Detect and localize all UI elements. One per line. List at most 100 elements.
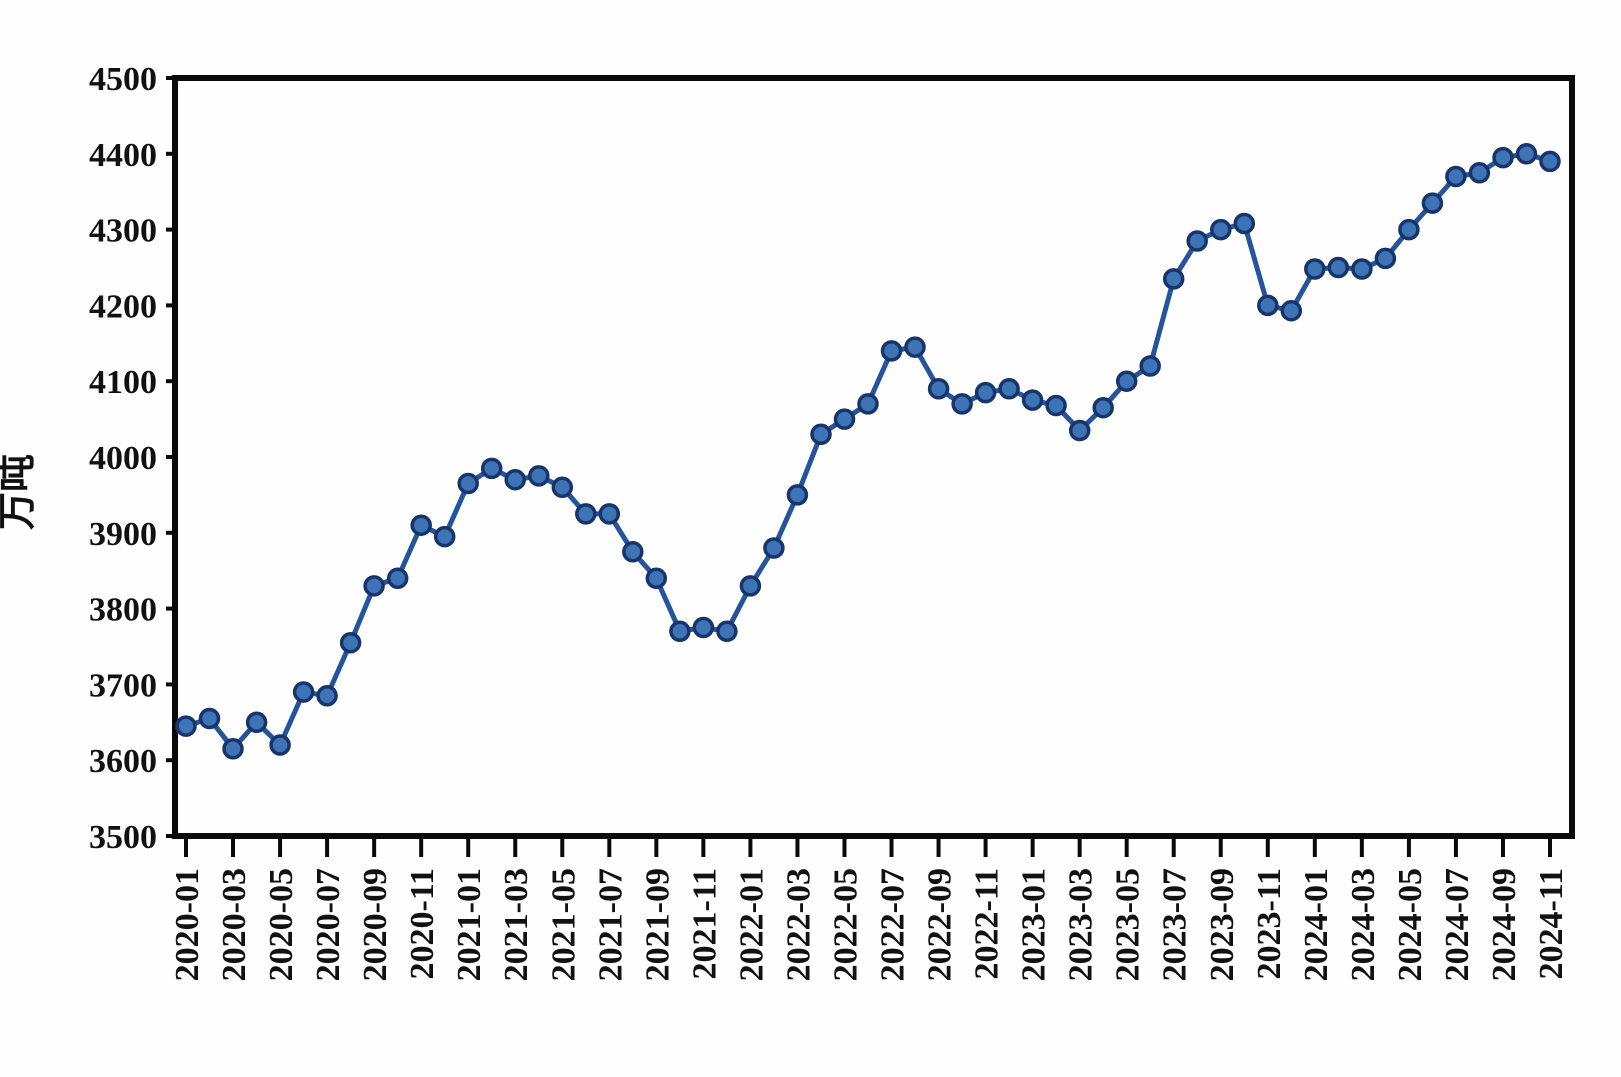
x-tick-label: 2024-11 [1533, 868, 1570, 979]
x-tick-label: 2020-09 [357, 868, 394, 981]
data-point [1351, 258, 1373, 280]
data-point [433, 525, 456, 548]
data-point [763, 537, 785, 559]
data-point [927, 378, 950, 400]
data-point [1045, 394, 1067, 417]
x-tick-label: 2022-05 [827, 868, 864, 981]
data-point [1210, 218, 1232, 241]
data-point [386, 567, 409, 590]
x-tick-label: 2020-03 [216, 868, 253, 981]
x-tick-label: 2023-01 [1016, 868, 1053, 981]
data-point [1304, 258, 1326, 280]
data-point [598, 503, 621, 525]
x-tick-label: 2023-05 [1110, 868, 1147, 981]
data-point [857, 393, 879, 415]
data-point [480, 457, 503, 480]
x-tick-label: 2022-09 [922, 868, 959, 981]
x-tick-label: 2021-09 [639, 868, 676, 981]
data-point [810, 423, 832, 446]
data-point [575, 503, 597, 525]
data-series [175, 143, 1561, 760]
data-point [316, 685, 338, 707]
data-point [1398, 218, 1420, 241]
x-tick-label: 2023-03 [1063, 868, 1100, 981]
data-point [833, 408, 856, 430]
data-point [622, 541, 644, 563]
y-tick-label: 3600 [89, 743, 157, 780]
x-tick-label: 2024-05 [1392, 868, 1429, 981]
x-tick-label: 2021-07 [592, 868, 629, 981]
x-tick-label: 2021-01 [451, 868, 488, 981]
y-tick-label: 4500 [89, 61, 157, 98]
x-tick-label: 2022-11 [969, 868, 1006, 979]
data-point [1115, 370, 1138, 392]
data-point [998, 378, 1020, 400]
x-tick-label: 2020-11 [404, 868, 441, 979]
data-point [175, 715, 197, 737]
data-point [1539, 150, 1561, 173]
data-point [1421, 192, 1444, 214]
y-tick-label: 4200 [89, 288, 157, 325]
data-point [363, 575, 385, 597]
data-point [904, 336, 926, 358]
data-point [504, 468, 526, 491]
x-tick-label: 2024-03 [1345, 868, 1382, 981]
data-point [1468, 162, 1491, 184]
data-point [1162, 268, 1185, 290]
x-tick-label: 2021-03 [498, 868, 535, 981]
data-point [1492, 146, 1514, 169]
y-tick-label: 3900 [89, 516, 157, 553]
data-point [1280, 299, 1303, 322]
data-point [1068, 419, 1091, 442]
data-point [739, 575, 762, 597]
x-tick-label: 2022-07 [875, 868, 912, 981]
y-tick-label: 3700 [89, 667, 157, 704]
data-point [292, 681, 315, 703]
data-point [692, 616, 715, 639]
plot-border [172, 75, 1575, 839]
data-point [645, 567, 668, 590]
data-point [880, 340, 903, 362]
x-tick-label: 2022-01 [733, 868, 770, 981]
plot-area-border [172, 75, 1575, 839]
data-point [245, 711, 268, 734]
x-tick-label: 2023-11 [1251, 868, 1288, 979]
data-point [222, 738, 244, 760]
data-point [457, 472, 479, 495]
x-tick-label: 2023-09 [1204, 868, 1241, 981]
data-point [339, 631, 362, 654]
x-tick-label: 2020-05 [263, 868, 300, 981]
data-point [1092, 396, 1114, 419]
y-tick-label: 4000 [89, 440, 157, 477]
data-point [1374, 247, 1397, 270]
x-axis: 2020-01 2020-03 2020-05 2020-07 2020-09 2020-… [169, 839, 1570, 981]
data-point [1445, 165, 1467, 188]
y-tick-label: 4400 [89, 137, 157, 174]
data-point [1327, 256, 1350, 279]
x-tick-label: 2024-09 [1486, 868, 1523, 981]
x-tick-label: 2020-01 [169, 868, 206, 981]
x-tick-label: 2022-03 [780, 868, 817, 981]
x-tick-label: 2024-01 [1298, 868, 1335, 981]
y-tick-label: 4300 [89, 213, 157, 250]
data-point [716, 620, 738, 643]
x-tick-label: 2021-05 [545, 868, 582, 981]
y-tick-label: 3500 [89, 819, 157, 856]
series-polyline [183, 151, 1553, 752]
data-point [551, 476, 574, 499]
data-point [951, 393, 973, 415]
data-point [410, 514, 432, 536]
data-point [974, 381, 997, 404]
data-point [1021, 389, 1044, 411]
y-tick-label: 3800 [89, 592, 157, 629]
y-axis-title: 万吨 [0, 454, 39, 530]
data-point [1186, 230, 1208, 252]
x-tick-label: 2024-07 [1439, 868, 1476, 981]
data-point [669, 620, 691, 643]
data-point [1139, 355, 1161, 377]
x-tick-label: 2023-07 [1157, 868, 1194, 981]
data-point [198, 707, 221, 730]
data-point [786, 484, 809, 506]
